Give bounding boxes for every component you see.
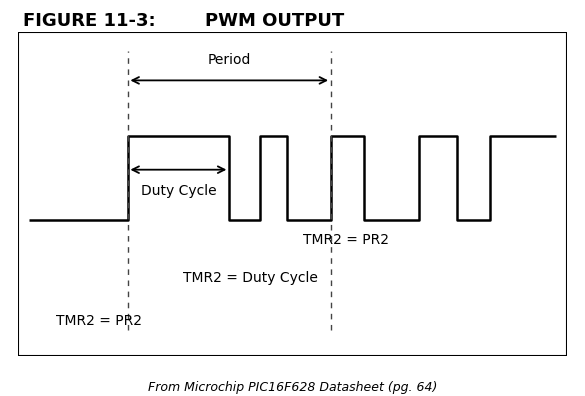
Text: Duty Cycle: Duty Cycle [140, 184, 216, 198]
Text: FIGURE 11-3:: FIGURE 11-3: [23, 12, 156, 30]
Text: TMR2 = PR2: TMR2 = PR2 [56, 314, 142, 327]
Text: Period: Period [208, 53, 251, 67]
Text: From Microchip PIC16F628 Datasheet (pg. 64): From Microchip PIC16F628 Datasheet (pg. … [148, 381, 437, 394]
Text: TMR2 = PR2: TMR2 = PR2 [304, 232, 390, 246]
Text: TMR2 = Duty Cycle: TMR2 = Duty Cycle [183, 272, 318, 286]
Text: PWM OUTPUT: PWM OUTPUT [205, 12, 344, 30]
